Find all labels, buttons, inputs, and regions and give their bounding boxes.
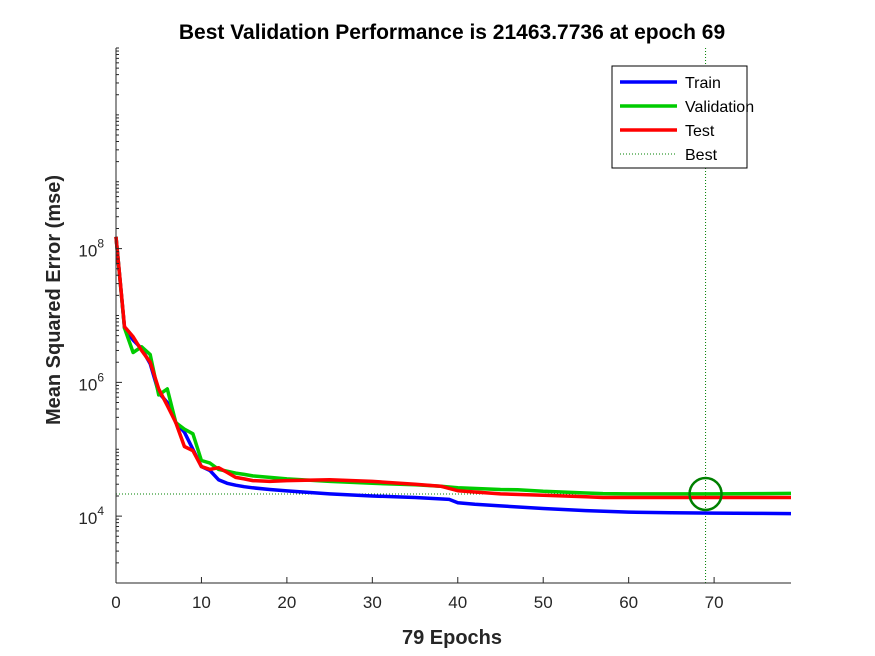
y-tick-label: 106 [78, 370, 104, 394]
series-layer [114, 236, 792, 516]
x-tick-label: 10 [192, 593, 211, 612]
y-tick-label: 108 [78, 237, 104, 261]
legend-label-test: Test [685, 123, 715, 140]
x-tick-label: 70 [705, 593, 724, 612]
legend-label-validation: Validation [685, 99, 754, 116]
x-axis-label: 79 Epochs [402, 627, 502, 649]
x-tick-label: 50 [534, 593, 553, 612]
y-axis-label: Mean Squared Error (mse) [43, 175, 65, 425]
y-tick-label: 104 [78, 504, 104, 528]
legend-label-best: Best [685, 147, 718, 164]
legend-label-train: Train [685, 75, 721, 92]
chart-title: Best Validation Performance is 21463.773… [179, 21, 725, 44]
x-tick-label: 40 [448, 593, 467, 612]
best-guides [116, 48, 791, 583]
best-epoch-marker [688, 476, 723, 512]
x-tick-label: 0 [111, 593, 120, 612]
legend: Train Validation Test Best [611, 65, 754, 169]
x-tick-label: 60 [619, 593, 638, 612]
x-tick-label: 30 [363, 593, 382, 612]
series-line-test [114, 236, 791, 500]
x-tick-label: 20 [277, 593, 296, 612]
axes-layer: 0 10 20 30 40 50 60 70 104 106 108 [78, 47, 791, 612]
best-marker-layer [688, 476, 723, 512]
series-line-validation [114, 236, 792, 496]
